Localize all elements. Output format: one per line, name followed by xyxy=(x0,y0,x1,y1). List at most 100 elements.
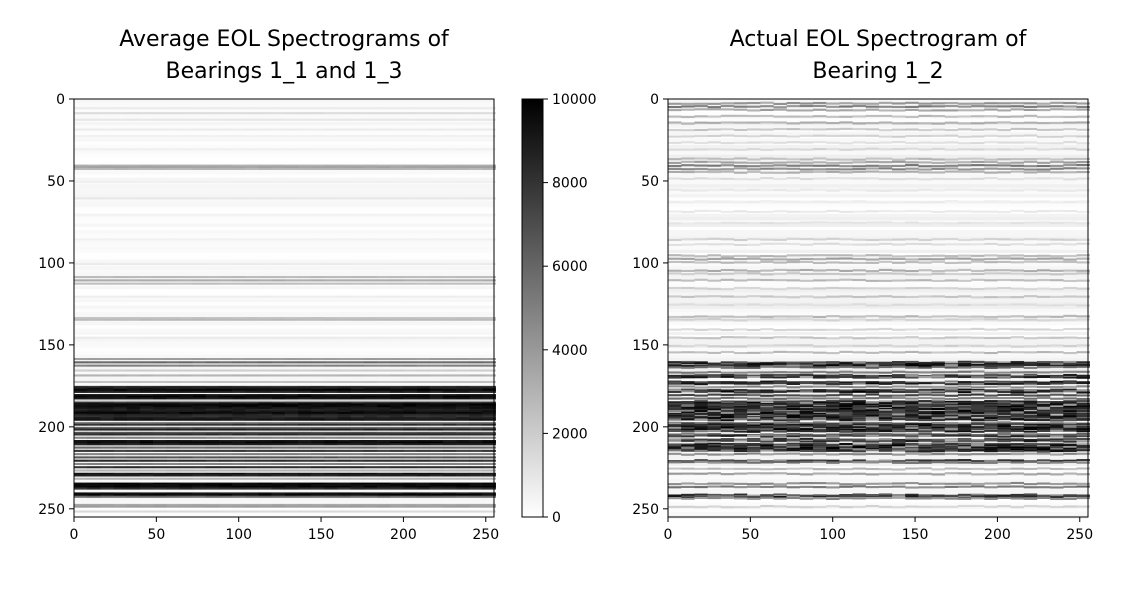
heatmap-cell xyxy=(74,107,88,110)
heatmap-cell xyxy=(363,428,378,431)
heatmap-cell xyxy=(747,261,761,264)
heatmap-cell xyxy=(350,112,365,115)
heatmap-cell xyxy=(205,167,220,170)
heatmap-cell xyxy=(865,376,880,379)
heatmap-cell xyxy=(1063,258,1077,261)
heatmap-cell xyxy=(984,272,998,275)
heatmap-cell xyxy=(852,423,866,426)
heatmap-cell xyxy=(284,436,299,439)
heatmap-cell xyxy=(429,456,444,459)
heatmap-cell xyxy=(153,380,167,384)
heatmap-cell xyxy=(258,494,272,497)
heatmap-cell xyxy=(350,413,365,416)
heatmap-band xyxy=(74,503,496,507)
heatmap-cell xyxy=(416,453,431,456)
heatmap-cell xyxy=(681,273,695,276)
heatmap-cell xyxy=(773,141,787,144)
heatmap-cell xyxy=(456,374,470,377)
heatmap-cell xyxy=(232,408,246,411)
heatmap-cell xyxy=(1050,371,1064,374)
heatmap-cell xyxy=(139,197,154,200)
heatmap-cell xyxy=(997,407,1011,410)
heatmap-cell xyxy=(153,443,167,446)
heatmap-cell xyxy=(192,418,207,421)
heatmap-cell xyxy=(311,503,325,507)
heatmap-cell xyxy=(918,327,932,331)
heatmap-cell xyxy=(1023,134,1038,137)
heatmap-cell xyxy=(245,413,259,416)
heatmap-cell xyxy=(668,102,682,105)
heatmap-cell xyxy=(126,357,141,361)
heatmap-cell xyxy=(192,389,207,392)
heatmap-cell xyxy=(469,389,483,392)
heatmap-cell xyxy=(1023,171,1038,174)
heatmap-cell xyxy=(337,441,352,444)
heatmap-cell xyxy=(245,472,259,475)
heatmap-cell xyxy=(707,134,722,138)
heatmap-cell xyxy=(786,101,801,105)
heatmap-cell xyxy=(720,318,735,321)
heatmap-cell xyxy=(298,505,312,508)
heatmap-cell xyxy=(469,357,483,361)
heatmap-cell xyxy=(126,413,141,416)
heatmap-cell xyxy=(74,433,88,436)
heatmap-cell xyxy=(442,166,457,169)
heatmap-cell xyxy=(984,412,998,415)
heatmap-cell xyxy=(363,485,378,488)
heatmap-cell xyxy=(74,197,88,200)
heatmap-cell xyxy=(852,200,866,203)
heatmap-cell xyxy=(139,415,154,418)
heatmap-cell xyxy=(337,436,352,439)
heatmap-cell xyxy=(284,197,299,200)
heatmap-cell xyxy=(179,510,193,513)
heatmap-cell xyxy=(878,414,893,417)
heatmap-cell xyxy=(350,295,365,298)
heatmap-cell xyxy=(87,397,101,400)
heatmap-texture-row xyxy=(668,325,1088,329)
heatmap-cell xyxy=(469,441,483,444)
heatmap-cell xyxy=(997,410,1011,413)
heatmap-cell xyxy=(918,188,932,191)
heatmap-cell xyxy=(113,421,128,425)
heatmap-cell xyxy=(812,406,827,409)
heatmap-cell xyxy=(205,466,220,469)
heatmap-cell xyxy=(957,295,972,298)
heatmap-cell xyxy=(733,361,748,364)
heatmap-cell xyxy=(456,494,470,497)
heatmap-texture-row xyxy=(74,154,494,159)
heatmap-cell xyxy=(74,380,88,384)
heatmap-cell xyxy=(681,261,695,264)
heatmap-cell xyxy=(707,177,722,180)
heatmap-cell xyxy=(892,222,906,225)
heatmap-band xyxy=(74,197,496,200)
heatmap-cell xyxy=(852,161,866,164)
heatmap-cell xyxy=(1063,178,1077,181)
heatmap-cell xyxy=(166,397,180,400)
heatmap-cell xyxy=(839,400,853,403)
heatmap-cell xyxy=(971,269,985,273)
heatmap-cell xyxy=(852,221,866,224)
heatmap-band xyxy=(74,380,496,384)
heatmap-cell xyxy=(363,128,378,131)
heatmap-cell xyxy=(218,453,233,456)
heatmap-cell xyxy=(350,441,365,444)
heatmap-cell xyxy=(153,510,167,513)
heatmap-cell xyxy=(905,381,919,384)
heatmap-cell xyxy=(192,431,207,434)
heatmap-cell xyxy=(1076,318,1090,321)
heatmap-cell xyxy=(74,421,88,425)
heatmap-cell xyxy=(1023,403,1038,406)
heatmap-cell xyxy=(786,361,801,364)
heatmap-cell xyxy=(865,167,880,170)
heatmap-cell xyxy=(350,107,365,110)
heatmap-cell xyxy=(984,382,998,385)
heatmap-cell xyxy=(74,135,88,138)
heatmap-cell xyxy=(429,482,444,485)
heatmap-cell xyxy=(271,477,286,480)
heatmap-cell xyxy=(892,361,906,364)
heatmap-cell xyxy=(429,484,444,487)
heatmap-cell xyxy=(87,428,101,431)
heatmap-cell xyxy=(271,436,286,439)
heatmap-cell xyxy=(865,295,880,298)
heatmap-cell xyxy=(760,242,774,245)
